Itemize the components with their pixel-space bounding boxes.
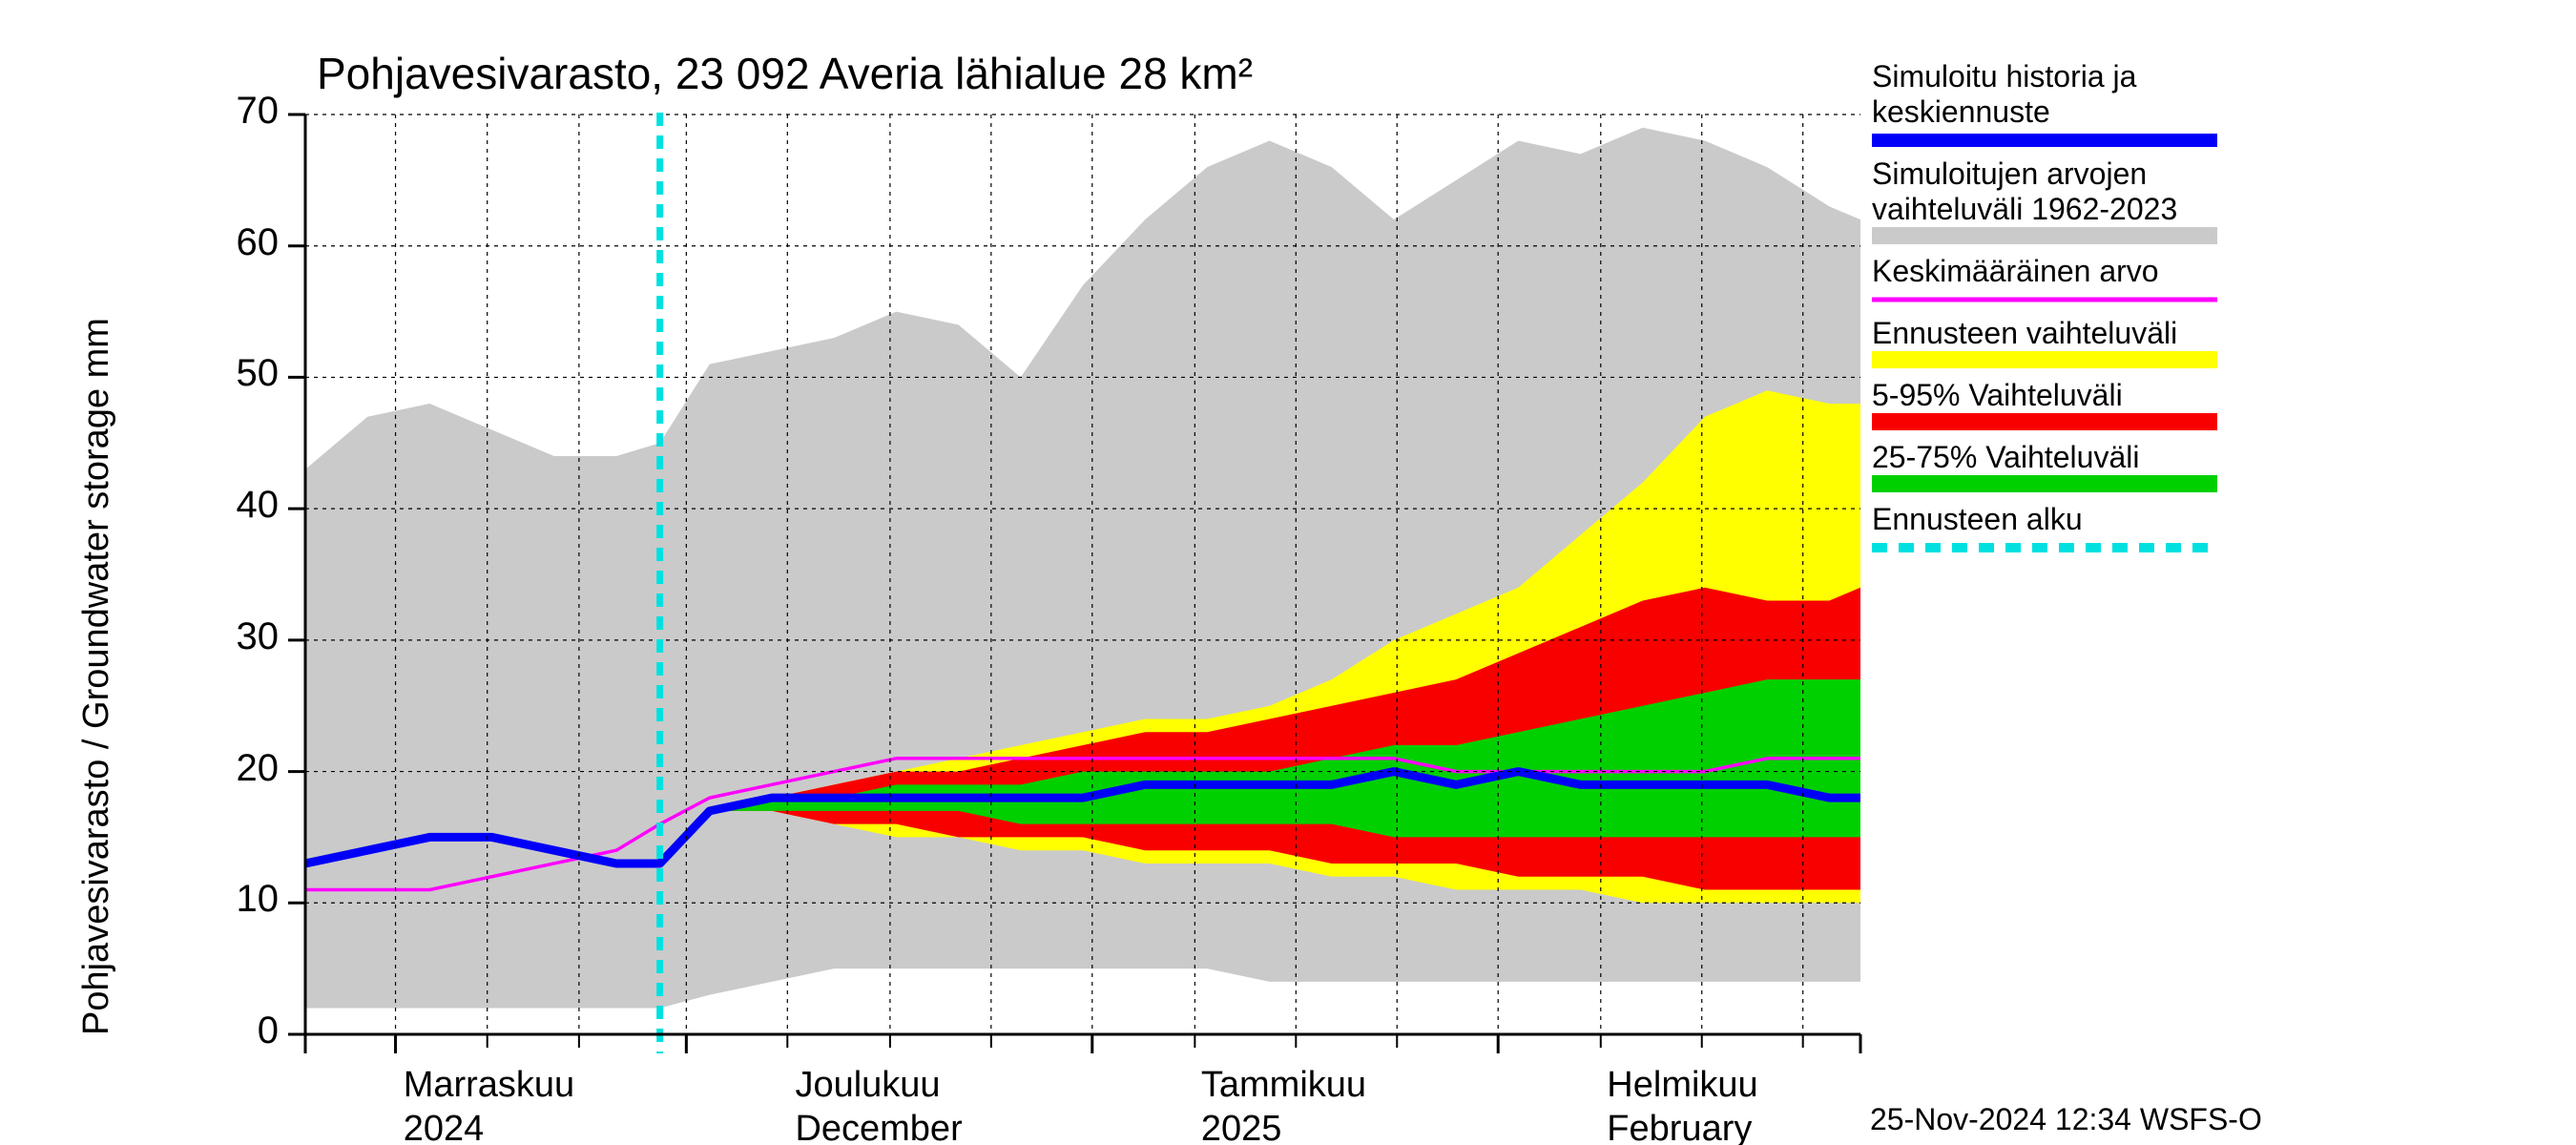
legend-swatch xyxy=(1872,413,2217,434)
legend-entry: Ennusteen vaihteluväli xyxy=(1872,316,2217,372)
legend-swatch xyxy=(1872,475,2217,496)
x-tick-label-bottom: 2025 xyxy=(1201,1109,1282,1145)
x-tick-label-bottom: February xyxy=(1607,1109,1752,1145)
x-tick-label-top: Joulukuu xyxy=(795,1065,940,1106)
y-axis-title: Pohjavesivarasto / Groundwater storage m… xyxy=(76,318,117,1035)
y-tick-label: 60 xyxy=(237,221,280,264)
legend-swatch xyxy=(1872,289,2217,310)
x-tick-label-top: Tammikuu xyxy=(1201,1065,1366,1106)
legend-label: vaihteluväli 1962-2023 xyxy=(1872,192,2217,227)
legend-entry: 25-75% Vaihteluväli xyxy=(1872,440,2217,496)
plot-area xyxy=(286,95,1880,1053)
y-tick-label: 10 xyxy=(237,878,280,921)
y-tick-label: 0 xyxy=(258,1010,279,1052)
y-axis-title-text: Pohjavesivarasto / Groundwater storage m… xyxy=(76,318,116,1035)
y-tick-label: 40 xyxy=(237,484,280,527)
chart-title-text: Pohjavesivarasto, 23 092 Averia lähialue… xyxy=(317,49,1253,98)
x-tick-label-bottom: 2024 xyxy=(404,1109,485,1145)
footer-text: 25-Nov-2024 12:34 WSFS-O xyxy=(1870,1102,2262,1136)
footer-timestamp: 25-Nov-2024 12:34 WSFS-O xyxy=(1870,1102,2262,1137)
legend-label: Ennusteen alku xyxy=(1872,502,2217,537)
legend-label: 5-95% Vaihteluväli xyxy=(1872,378,2217,413)
chart-title: Pohjavesivarasto, 23 092 Averia lähialue… xyxy=(317,48,1253,99)
legend-label: Simuloitu historia ja xyxy=(1872,59,2217,94)
x-tick-label-bottom: December xyxy=(795,1109,962,1145)
legend-swatch xyxy=(1872,227,2217,248)
y-tick-label: 20 xyxy=(237,747,280,790)
legend-label: Ennusteen vaihteluväli xyxy=(1872,316,2217,351)
legend-label: 25-75% Vaihteluväli xyxy=(1872,440,2217,475)
legend-entry: Ennusteen alku xyxy=(1872,502,2217,558)
y-tick-label: 30 xyxy=(237,615,280,658)
y-tick-label: 70 xyxy=(237,90,280,133)
x-tick-label-top: Helmikuu xyxy=(1607,1065,1757,1106)
legend-swatch xyxy=(1872,351,2217,372)
legend-entry: Simuloitu historia jakeskiennuste xyxy=(1872,59,2217,151)
legend-swatch xyxy=(1872,130,2217,151)
y-tick-label: 50 xyxy=(237,352,280,395)
legend: Simuloitu historia jakeskiennusteSimuloi… xyxy=(1872,59,2217,564)
legend-swatch xyxy=(1872,537,2217,558)
legend-label: Keskimääräinen arvo xyxy=(1872,254,2217,289)
x-tick-label-top: Marraskuu xyxy=(404,1065,575,1106)
legend-entry: Keskimääräinen arvo xyxy=(1872,254,2217,310)
chart-container: Pohjavesivarasto / Groundwater storage m… xyxy=(0,0,2576,1145)
legend-label: Simuloitujen arvojen xyxy=(1872,156,2217,192)
legend-label: keskiennuste xyxy=(1872,94,2217,130)
legend-entry: 5-95% Vaihteluväli xyxy=(1872,378,2217,434)
legend-entry: Simuloitujen arvojenvaihteluväli 1962-20… xyxy=(1872,156,2217,248)
